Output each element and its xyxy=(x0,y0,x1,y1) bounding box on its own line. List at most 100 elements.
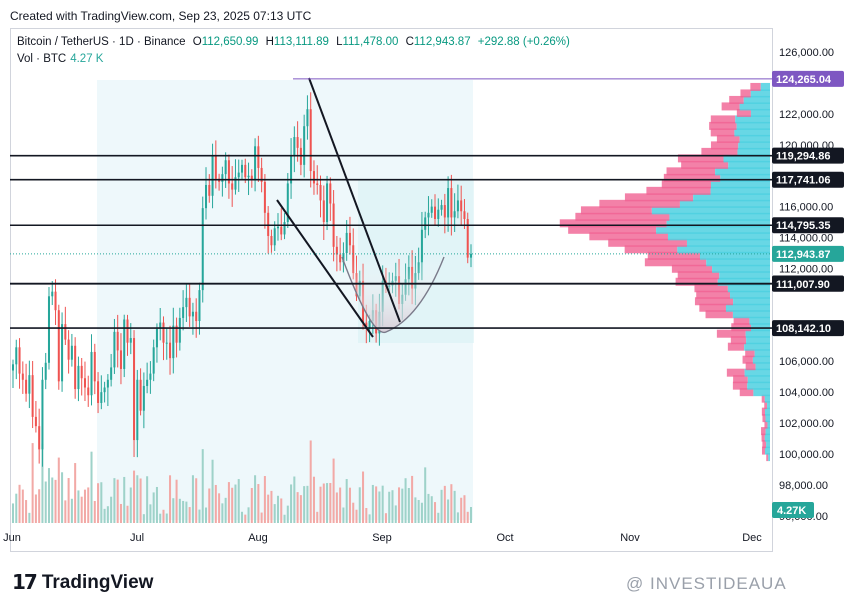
candle-body[interactable] xyxy=(322,200,325,223)
candle-body[interactable] xyxy=(90,351,93,396)
tradingview-brand[interactable]: 𝟭𝟳 TradingView xyxy=(12,570,153,595)
candle-body[interactable] xyxy=(169,342,172,359)
candle-body[interactable] xyxy=(286,183,289,223)
candle-body[interactable] xyxy=(103,387,106,393)
candle-body[interactable] xyxy=(38,426,41,450)
volume-label[interactable]: Vol · BTC xyxy=(17,53,67,65)
candle-body[interactable] xyxy=(257,146,260,168)
candle-body[interactable] xyxy=(51,291,54,297)
candle-body[interactable] xyxy=(234,177,237,190)
candle-body[interactable] xyxy=(201,208,204,291)
candle-body[interactable] xyxy=(283,222,286,235)
candle-body[interactable] xyxy=(466,218,469,258)
candle-body[interactable] xyxy=(254,146,257,181)
level-price-tag[interactable]: 119,294.86 xyxy=(772,147,844,164)
candle-body[interactable] xyxy=(306,109,309,127)
level-price-tag[interactable]: 124,265.04 xyxy=(772,70,844,87)
candle-body[interactable] xyxy=(427,212,430,218)
level-price-tag[interactable]: 111,007.90 xyxy=(772,275,844,292)
candle-body[interactable] xyxy=(240,164,244,173)
candle-body[interactable] xyxy=(247,175,250,178)
candle-body[interactable] xyxy=(133,338,136,441)
candle-body[interactable] xyxy=(185,297,188,308)
candle-body[interactable] xyxy=(329,183,332,204)
candle-body[interactable] xyxy=(221,174,224,182)
candle-body[interactable] xyxy=(165,342,168,344)
candle-body[interactable] xyxy=(424,217,427,230)
candle-body[interactable] xyxy=(440,205,443,210)
candle-body[interactable] xyxy=(126,319,129,343)
candle-body[interactable] xyxy=(175,325,178,343)
candle-body[interactable] xyxy=(312,171,315,184)
candle-body[interactable] xyxy=(64,324,67,340)
candle-body[interactable] xyxy=(205,184,208,209)
candle-body[interactable] xyxy=(77,365,80,390)
candle-body[interactable] xyxy=(18,347,21,374)
candle-body[interactable] xyxy=(296,137,299,148)
candle-body[interactable] xyxy=(116,331,119,351)
candle-body[interactable] xyxy=(224,160,227,175)
candle-body[interactable] xyxy=(146,379,149,386)
candle-body[interactable] xyxy=(44,362,47,380)
candle-body[interactable] xyxy=(70,345,73,360)
candle-body[interactable] xyxy=(460,200,463,212)
level-price-tag[interactable]: 108,142.10 xyxy=(772,320,844,337)
candle-body[interactable] xyxy=(237,172,240,178)
candle-body[interactable] xyxy=(106,379,109,388)
candle-body[interactable] xyxy=(208,184,211,196)
candle-body[interactable] xyxy=(159,322,162,329)
level-price-tag[interactable]: 117,741.06 xyxy=(772,171,844,188)
candle-body[interactable] xyxy=(267,212,270,236)
candle-body[interactable] xyxy=(162,322,165,343)
candle-body[interactable] xyxy=(11,364,15,371)
candle-body[interactable] xyxy=(326,183,329,223)
candle-body[interactable] xyxy=(54,291,57,311)
candle-body[interactable] xyxy=(172,325,175,359)
candle-body[interactable] xyxy=(191,311,194,317)
candle-body[interactable] xyxy=(437,209,440,219)
candle-body[interactable] xyxy=(348,232,351,246)
candle-body[interactable] xyxy=(227,160,230,184)
candle-body[interactable] xyxy=(290,155,293,184)
candle-body[interactable] xyxy=(339,254,342,263)
candle-body[interactable] xyxy=(188,297,191,317)
candle-body[interactable] xyxy=(469,253,473,258)
candle-body[interactable] xyxy=(244,164,247,178)
candle-body[interactable] xyxy=(195,311,198,322)
candle-body[interactable] xyxy=(450,188,453,218)
candle-body[interactable] xyxy=(443,205,446,218)
candle-body[interactable] xyxy=(83,378,86,388)
candle-body[interactable] xyxy=(136,379,139,441)
candle-body[interactable] xyxy=(263,181,266,213)
candle-body[interactable] xyxy=(178,317,181,343)
candle-body[interactable] xyxy=(34,416,37,427)
candle-body[interactable] xyxy=(97,381,100,403)
candle-body[interactable] xyxy=(309,109,312,172)
candle-body[interactable] xyxy=(41,379,44,450)
candle-body[interactable] xyxy=(123,319,126,369)
candle-body[interactable] xyxy=(129,338,132,343)
candle-body[interactable] xyxy=(31,375,34,417)
candle-body[interactable] xyxy=(182,307,185,318)
candle-body[interactable] xyxy=(430,206,433,213)
candle-body[interactable] xyxy=(316,183,319,185)
candle-body[interactable] xyxy=(250,175,253,181)
candle-body[interactable] xyxy=(453,211,456,218)
candle-body[interactable] xyxy=(345,232,348,253)
candle-body[interactable] xyxy=(260,167,263,182)
candle-body[interactable] xyxy=(456,200,459,212)
candle-body[interactable] xyxy=(303,126,306,165)
candle-body[interactable] xyxy=(447,188,450,218)
candle-body[interactable] xyxy=(80,365,83,379)
candle-body[interactable] xyxy=(21,373,24,380)
candle-body[interactable] xyxy=(214,155,217,179)
candle-body[interactable] xyxy=(231,183,234,190)
candle-body[interactable] xyxy=(139,379,142,411)
candle-body[interactable] xyxy=(211,155,214,196)
candle-body[interactable] xyxy=(420,229,423,263)
candle-body[interactable] xyxy=(87,387,90,396)
candle-body[interactable] xyxy=(155,328,158,348)
candle-body[interactable] xyxy=(463,211,466,219)
level-price-tag[interactable]: 114,795.35 xyxy=(772,217,844,234)
